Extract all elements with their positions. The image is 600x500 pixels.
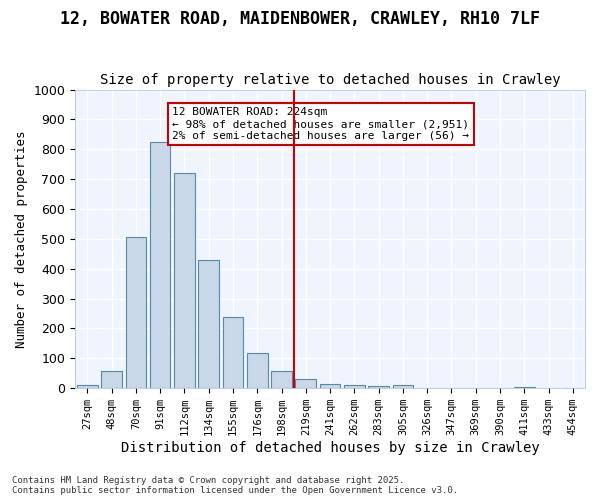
Bar [77, 385, 98, 388]
Bar [392, 384, 413, 388]
Bar [368, 386, 389, 388]
Bar [101, 371, 122, 388]
Bar [514, 386, 535, 388]
Bar [344, 384, 365, 388]
Bar [199, 260, 219, 388]
Title: Size of property relative to detached houses in Crawley: Size of property relative to detached ho… [100, 73, 560, 87]
X-axis label: Distribution of detached houses by size in Crawley: Distribution of detached houses by size … [121, 441, 539, 455]
Text: 12, BOWATER ROAD, MAIDENBOWER, CRAWLEY, RH10 7LF: 12, BOWATER ROAD, MAIDENBOWER, CRAWLEY, … [60, 10, 540, 28]
Bar [150, 142, 170, 388]
Bar [247, 353, 268, 388]
Bar [271, 372, 292, 388]
Bar [223, 317, 243, 388]
Bar [125, 237, 146, 388]
Y-axis label: Number of detached properties: Number of detached properties [15, 130, 28, 348]
Bar [320, 384, 340, 388]
Text: Contains HM Land Registry data © Crown copyright and database right 2025.
Contai: Contains HM Land Registry data © Crown c… [12, 476, 458, 495]
Bar [174, 172, 195, 388]
Bar [295, 380, 316, 388]
Text: 12 BOWATER ROAD: 224sqm
← 98% of detached houses are smaller (2,951)
2% of semi-: 12 BOWATER ROAD: 224sqm ← 98% of detache… [172, 108, 469, 140]
